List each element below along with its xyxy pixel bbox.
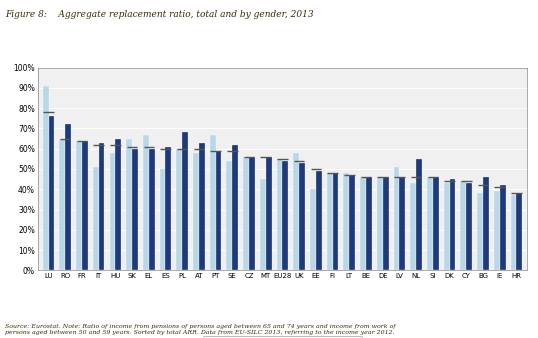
Bar: [444, 183, 450, 270]
Bar: [149, 149, 154, 270]
Bar: [399, 177, 405, 270]
Bar: [199, 143, 205, 270]
Bar: [299, 163, 305, 270]
Bar: [433, 177, 438, 270]
Bar: [132, 149, 138, 270]
Bar: [166, 147, 171, 270]
Bar: [93, 167, 98, 270]
Bar: [226, 161, 232, 270]
Bar: [282, 161, 288, 270]
Bar: [98, 143, 104, 270]
Bar: [494, 191, 500, 270]
Bar: [249, 157, 255, 270]
Bar: [383, 177, 388, 270]
Bar: [477, 193, 483, 270]
Bar: [193, 153, 199, 270]
Bar: [310, 189, 316, 270]
Bar: [500, 185, 506, 270]
Text: Source: Eurostat. Note: Ratio of income from pensions of persons aged between 65: Source: Eurostat. Note: Ratio of income …: [5, 324, 396, 335]
Bar: [360, 177, 366, 270]
Bar: [516, 193, 522, 270]
Bar: [76, 141, 82, 270]
Bar: [327, 173, 332, 270]
Bar: [366, 177, 372, 270]
Bar: [466, 183, 472, 270]
Bar: [110, 153, 115, 270]
Bar: [143, 135, 149, 270]
Bar: [232, 145, 238, 270]
Bar: [48, 116, 54, 270]
Bar: [216, 151, 222, 270]
Bar: [277, 159, 282, 270]
Bar: [210, 135, 216, 270]
Bar: [126, 139, 132, 270]
Bar: [461, 181, 466, 270]
Bar: [377, 177, 383, 270]
Bar: [293, 153, 299, 270]
Bar: [450, 179, 455, 270]
Bar: [160, 169, 166, 270]
Bar: [266, 157, 272, 270]
Bar: [43, 86, 48, 270]
Bar: [176, 149, 182, 270]
Legend: Women, Men, Total: Women, Men, Total: [203, 336, 362, 338]
Bar: [59, 139, 65, 270]
Bar: [410, 183, 416, 270]
Bar: [115, 139, 121, 270]
Bar: [82, 141, 88, 270]
Bar: [182, 132, 188, 270]
Bar: [243, 157, 249, 270]
Bar: [260, 179, 266, 270]
Bar: [343, 173, 349, 270]
Text: Figure 8:    Aggregate replacement ratio, total and by gender, 2013: Figure 8: Aggregate replacement ratio, t…: [5, 10, 314, 19]
Bar: [332, 173, 338, 270]
Bar: [349, 175, 355, 270]
Bar: [394, 167, 399, 270]
Bar: [483, 177, 489, 270]
Bar: [65, 124, 71, 270]
Bar: [427, 177, 433, 270]
Bar: [511, 195, 516, 270]
Bar: [316, 171, 322, 270]
Bar: [416, 159, 422, 270]
